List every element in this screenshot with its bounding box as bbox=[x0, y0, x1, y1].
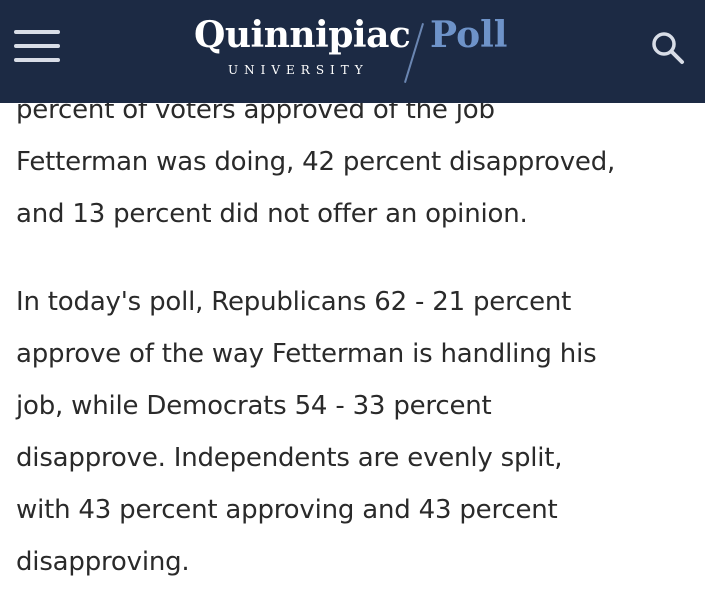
site-header: Quinnipiac UNIVERSITY Poll bbox=[0, 0, 705, 103]
text-line: disapproving. bbox=[16, 547, 190, 577]
menu-bar bbox=[14, 30, 60, 34]
paragraph: In today's poll, Republicans 62 - 21 per… bbox=[16, 276, 696, 588]
menu-bar bbox=[14, 44, 60, 48]
logo-name: Quinnipiac bbox=[194, 14, 411, 56]
text-line: with 43 percent approving and 43 percent bbox=[16, 495, 558, 525]
logo-poll: Poll bbox=[430, 14, 508, 56]
text-line: Fetterman was doing, 42 percent disappro… bbox=[16, 147, 616, 177]
search-icon[interactable] bbox=[648, 28, 688, 68]
text-line: and 13 percent did not offer an opinion. bbox=[16, 199, 528, 229]
text-line: In today's poll, Republicans 62 - 21 per… bbox=[16, 287, 572, 317]
site-logo[interactable]: Quinnipiac UNIVERSITY Poll bbox=[190, 10, 520, 90]
text-line: disapprove. Independents are evenly spli… bbox=[16, 443, 563, 473]
text-line: job, while Democrats 54 - 33 percent bbox=[16, 391, 492, 421]
paragraph: percent of voters approved of the job Fe… bbox=[16, 84, 696, 240]
text-line: approve of the way Fetterman is handling… bbox=[16, 339, 597, 369]
menu-bar bbox=[14, 58, 60, 62]
hamburger-menu-icon[interactable] bbox=[14, 26, 60, 66]
logo-university: UNIVERSITY bbox=[228, 63, 369, 77]
